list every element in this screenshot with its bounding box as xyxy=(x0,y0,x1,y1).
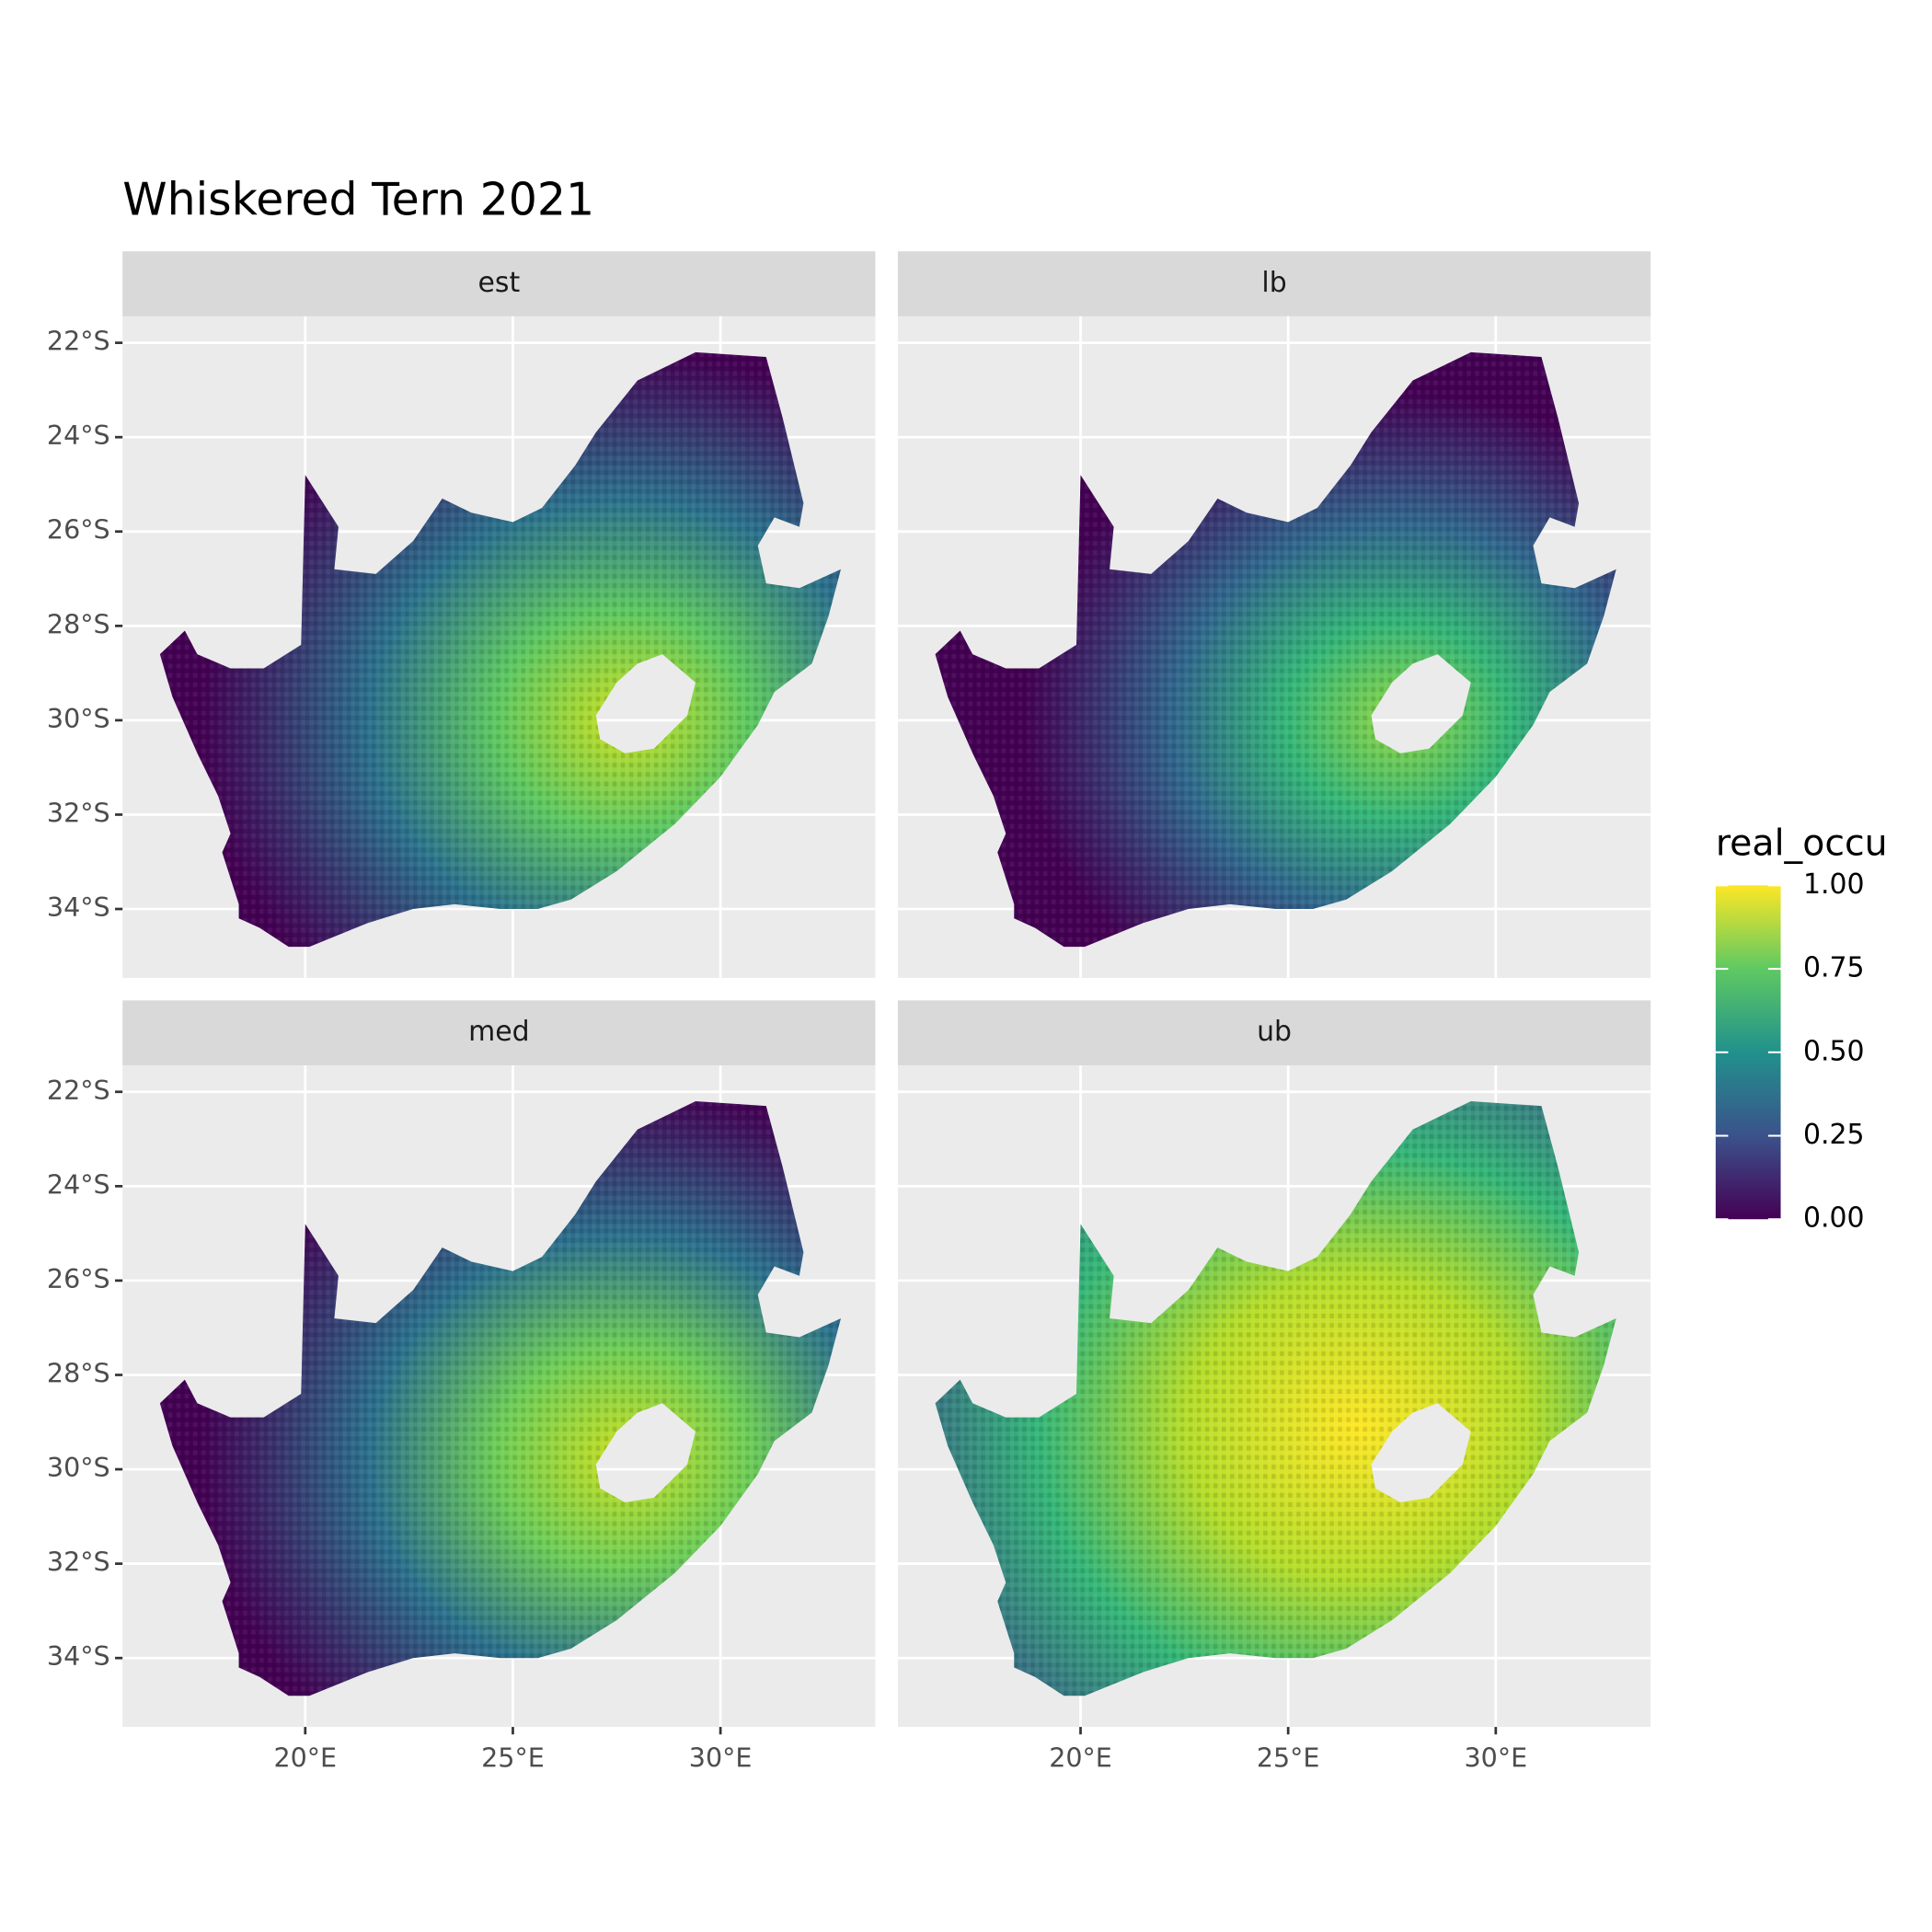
facet-strip xyxy=(897,251,1651,316)
y-tick-label: 32°S xyxy=(47,798,110,828)
chart-title: Whiskered Tern 2021 xyxy=(122,174,594,226)
y-tick-label: 32°S xyxy=(47,1547,110,1578)
y-tick-label: 34°S xyxy=(47,892,110,923)
legend-tick-label: 0.00 xyxy=(1803,1202,1865,1235)
y-tick-label: 24°S xyxy=(47,420,110,451)
x-tick-label: 20°E xyxy=(273,1742,337,1773)
legend-tick-label: 0.25 xyxy=(1803,1119,1865,1151)
facet-label: lb xyxy=(1261,267,1286,299)
y-tick-label: 24°S xyxy=(47,1169,110,1200)
x-tick-label: 30°E xyxy=(1465,1742,1528,1773)
y-tick-label: 28°S xyxy=(47,1358,110,1388)
x-tick-label: 25°E xyxy=(1257,1742,1320,1773)
y-tick-label: 34°S xyxy=(47,1641,110,1672)
y-tick-label: 22°S xyxy=(47,327,110,357)
legend-tick-label: 0.50 xyxy=(1803,1035,1865,1067)
x-tick-label: 25°E xyxy=(481,1742,545,1773)
legend-title: real_occu xyxy=(1716,822,1888,864)
facet-label: est xyxy=(477,267,520,299)
y-tick-label: 22°S xyxy=(47,1075,110,1106)
y-tick-label: 26°S xyxy=(47,1264,110,1294)
legend-tick-label: 0.75 xyxy=(1803,952,1865,984)
x-tick-label: 30°E xyxy=(689,1742,753,1773)
facet-strip xyxy=(122,1000,876,1066)
y-tick-label: 26°S xyxy=(47,515,110,546)
facet-strip xyxy=(122,251,876,316)
y-tick-label: 28°S xyxy=(47,609,110,639)
legend-tick-label: 1.00 xyxy=(1803,868,1865,901)
facet-label: ub xyxy=(1257,1016,1292,1048)
x-tick-label: 20°E xyxy=(1049,1742,1112,1773)
facet-label: med xyxy=(468,1016,529,1048)
facet-strip xyxy=(897,1000,1651,1066)
y-tick-label: 30°S xyxy=(47,704,110,734)
y-tick-label: 30°S xyxy=(47,1453,110,1483)
